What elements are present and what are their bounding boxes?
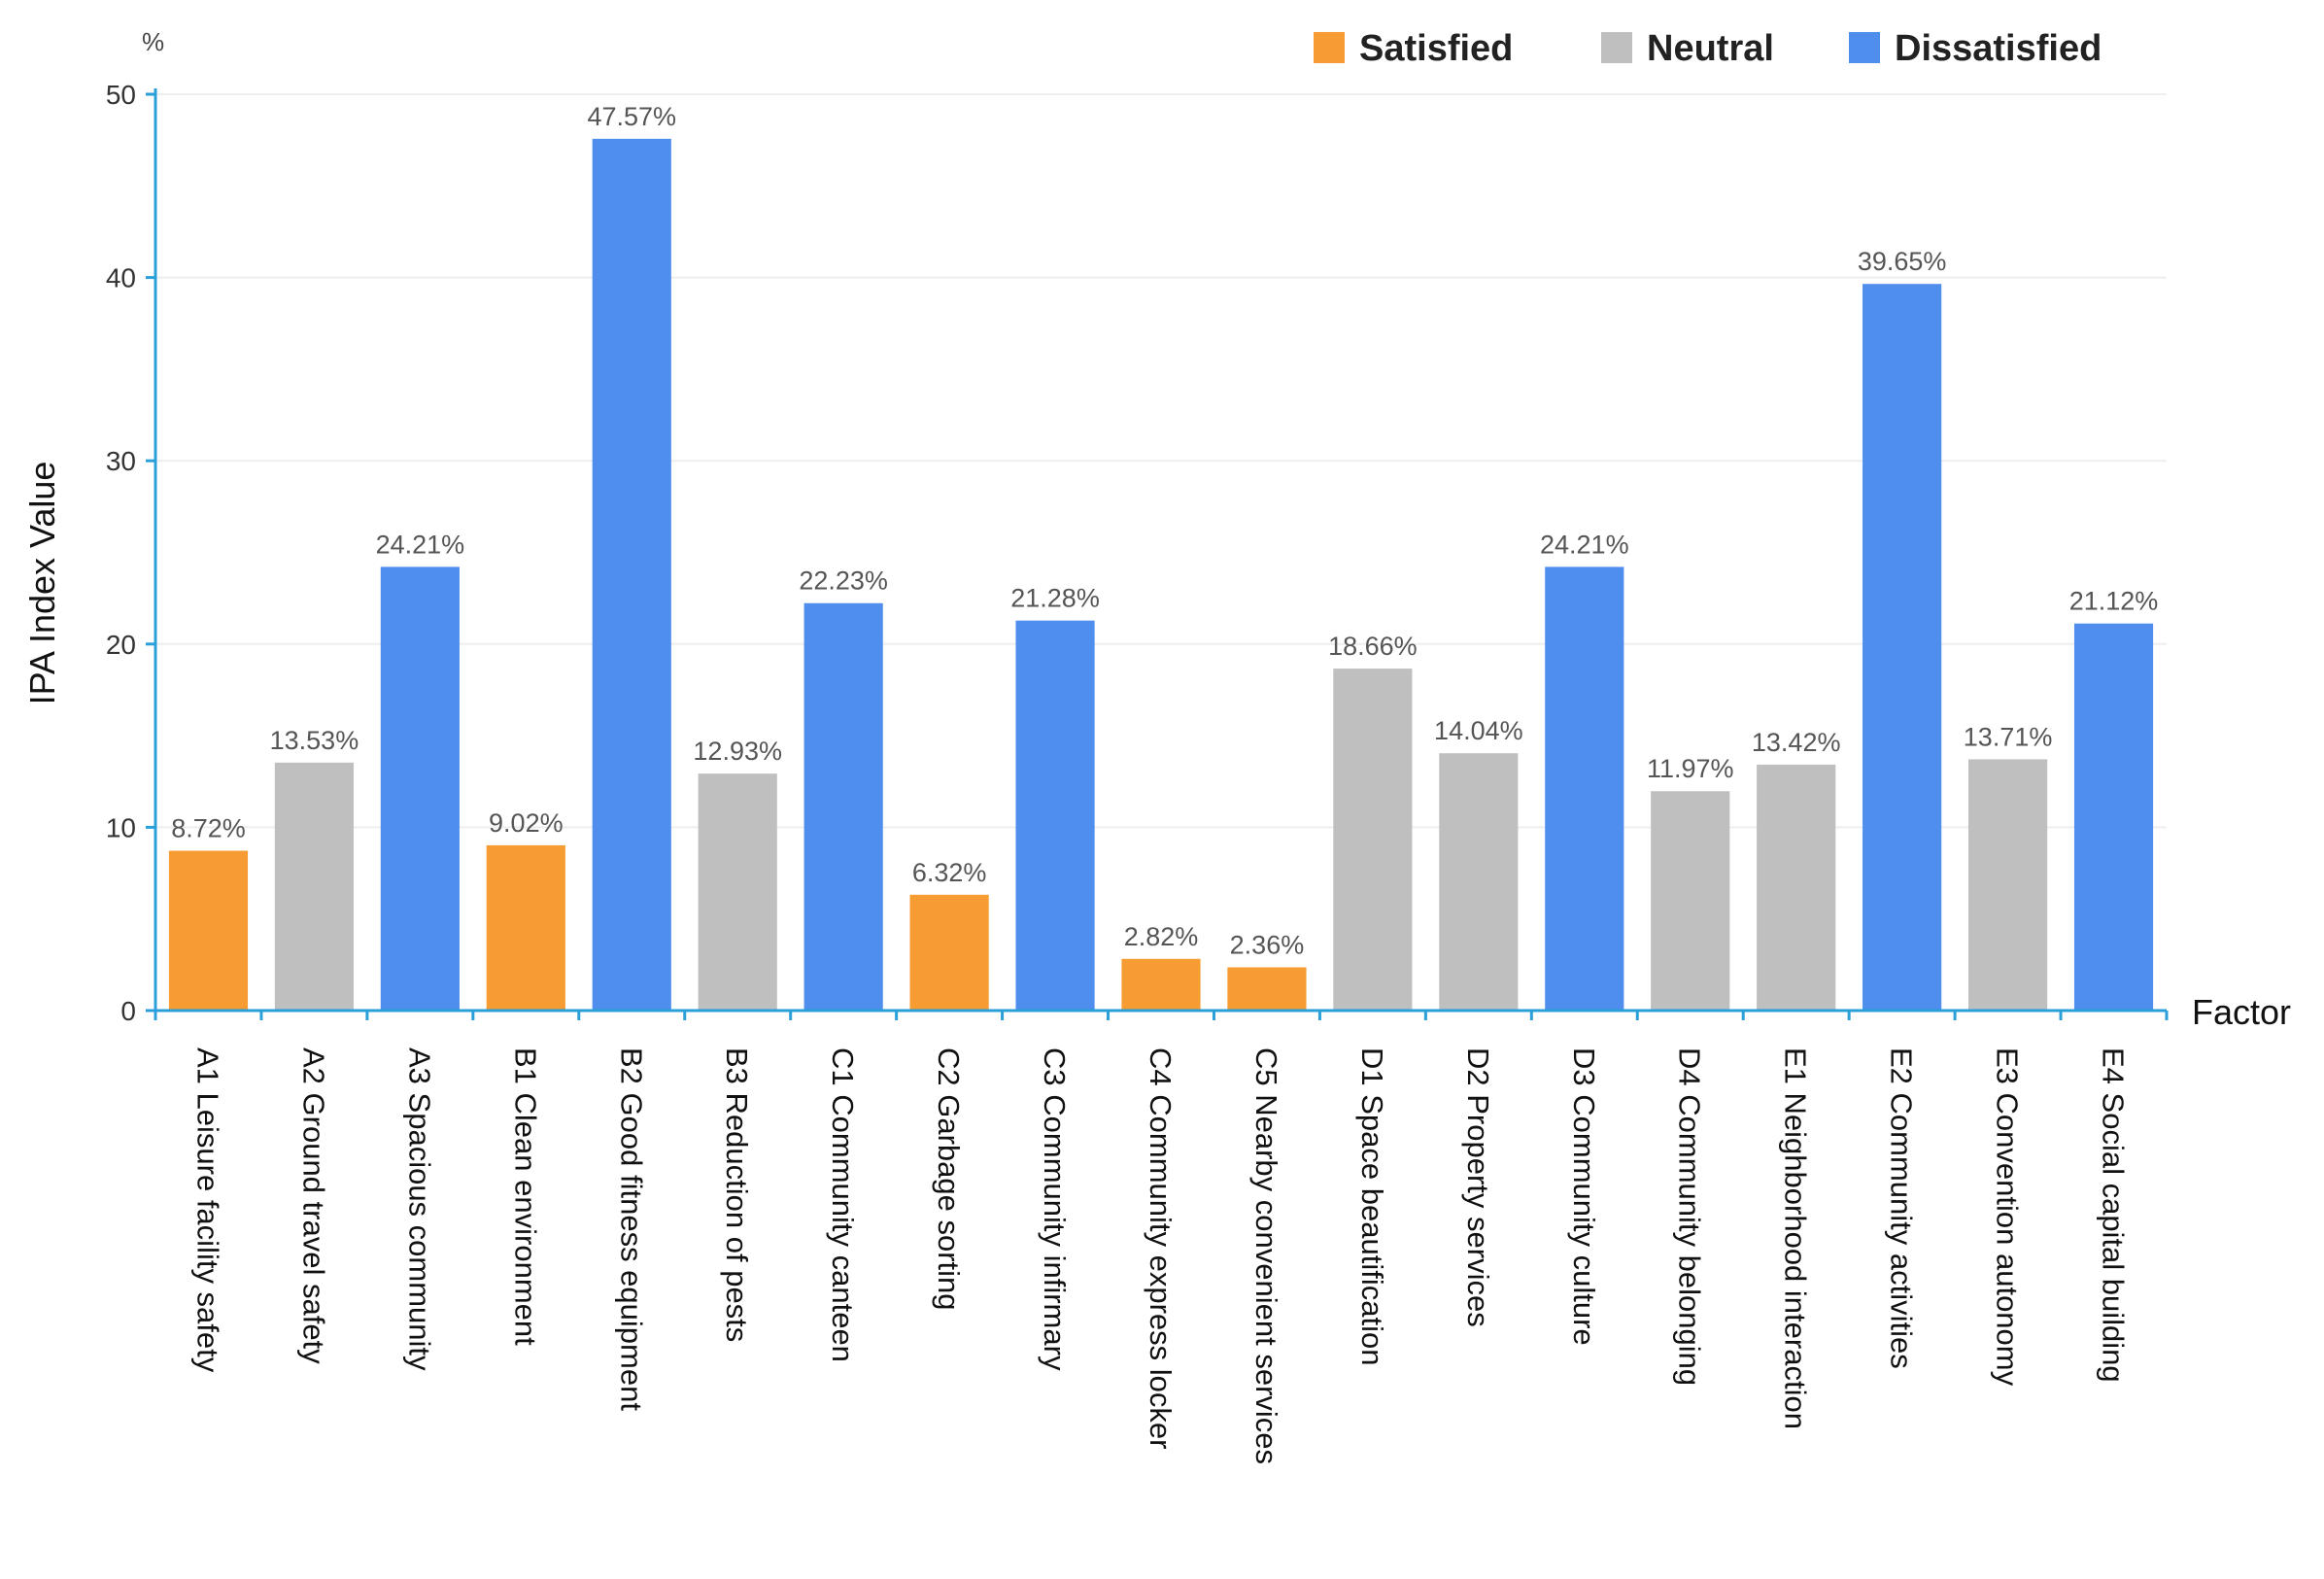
labels: 0 10 20 30 40 50 8.72% A1 Leisure facility safe… [106, 80, 2158, 1464]
data-label: 13.71% [1964, 722, 2053, 751]
bar [1439, 753, 1519, 1011]
bar [1227, 967, 1307, 1011]
x-tick-label: D3 Community culture [1567, 1047, 1601, 1346]
data-label: 12.93% [693, 737, 782, 766]
y-tick-label: 30 [106, 446, 136, 476]
legend-label: Satisfied [1359, 28, 1513, 69]
data-label: 9.02% [489, 808, 564, 838]
data-label: 14.04% [1434, 716, 1523, 745]
x-tick-label: E1 Neighborhood interaction [1779, 1047, 1813, 1429]
x-tick-label: A2 Ground travel safety [296, 1047, 330, 1364]
data-label: 11.97% [1647, 754, 1734, 783]
legend-label: Neutral [1647, 28, 1774, 69]
bar [380, 566, 460, 1011]
data-label: 24.21% [1540, 530, 1629, 559]
bar [486, 844, 565, 1011]
y-tick-label: 40 [106, 263, 136, 293]
data-label: 8.72% [171, 814, 246, 843]
bar [1863, 284, 1942, 1011]
axes [146, 88, 2169, 1020]
data-label: 13.42% [1752, 728, 1841, 757]
data-label: 21.28% [1010, 584, 1100, 613]
data-label: 2.82% [1124, 922, 1199, 951]
x-tick-label: D2 Property services [1461, 1047, 1495, 1327]
legend-swatch [1314, 32, 1345, 63]
x-tick-label: A3 Spacious community [402, 1047, 436, 1371]
legend-swatch [1601, 32, 1632, 63]
legend-swatch [1849, 32, 1880, 63]
bar [1967, 759, 2048, 1011]
y-axis-unit: % [142, 27, 164, 56]
bar [274, 762, 355, 1011]
x-tick-label: A1 Leisure facility safety [190, 1047, 224, 1373]
y-tick-label: 0 [120, 996, 136, 1026]
x-tick-label: E3 Convention autonomy [1991, 1047, 2025, 1387]
data-label: 18.66% [1328, 632, 1418, 661]
bar [1651, 791, 1730, 1011]
bar [592, 138, 671, 1011]
y-axis-title: IPA Index Value [22, 462, 62, 705]
bar [1121, 958, 1201, 1011]
legend: Satisfied Neutral Dissatisfied [1314, 28, 2102, 69]
y-tick-label: 50 [106, 80, 136, 110]
data-label: 47.57% [587, 102, 676, 131]
data-label: 6.32% [912, 858, 987, 887]
data-label: 24.21% [376, 530, 465, 559]
bar [803, 602, 883, 1011]
bars [168, 138, 2154, 1011]
data-label: 22.23% [799, 566, 888, 596]
bar [168, 850, 249, 1011]
bar [698, 773, 777, 1011]
bar [1757, 764, 1836, 1011]
x-tick-label: C5 Nearby convenient services [1249, 1047, 1283, 1464]
bar [1545, 566, 1624, 1011]
data-label: 13.53% [270, 726, 359, 755]
legend-label: Dissatisfied [1895, 28, 2102, 69]
x-tick-label: E2 Community activities [1885, 1047, 1919, 1369]
x-tick-label: E4 Social capital building [2097, 1047, 2131, 1383]
bar [1333, 669, 1413, 1011]
bar [909, 894, 989, 1011]
x-tick-label: C1 Community canteen [826, 1047, 860, 1362]
data-label: 2.36% [1230, 930, 1305, 959]
x-tick-label: C3 Community infirmary [1038, 1047, 1072, 1371]
x-tick-label: D1 Space beautification [1355, 1047, 1389, 1365]
x-tick-label: B3 Reduction of pests [720, 1047, 754, 1342]
x-axis-title: Factor [2192, 992, 2291, 1032]
x-tick-label: B1 Clean environment [508, 1047, 542, 1346]
x-tick-label: C2 Garbage sorting [932, 1047, 966, 1311]
data-label: 21.12% [2069, 587, 2159, 616]
bar [2073, 623, 2154, 1011]
bar [1015, 620, 1095, 1011]
data-label: 39.65% [1858, 247, 1947, 276]
x-tick-label: D4 Community belonging [1673, 1047, 1707, 1386]
x-tick-label: C4 Community express locker [1144, 1047, 1178, 1449]
y-tick-label: 20 [106, 630, 136, 660]
x-tick-label: B2 Good fitness equipment [614, 1047, 648, 1411]
y-tick-label: 10 [106, 812, 136, 842]
